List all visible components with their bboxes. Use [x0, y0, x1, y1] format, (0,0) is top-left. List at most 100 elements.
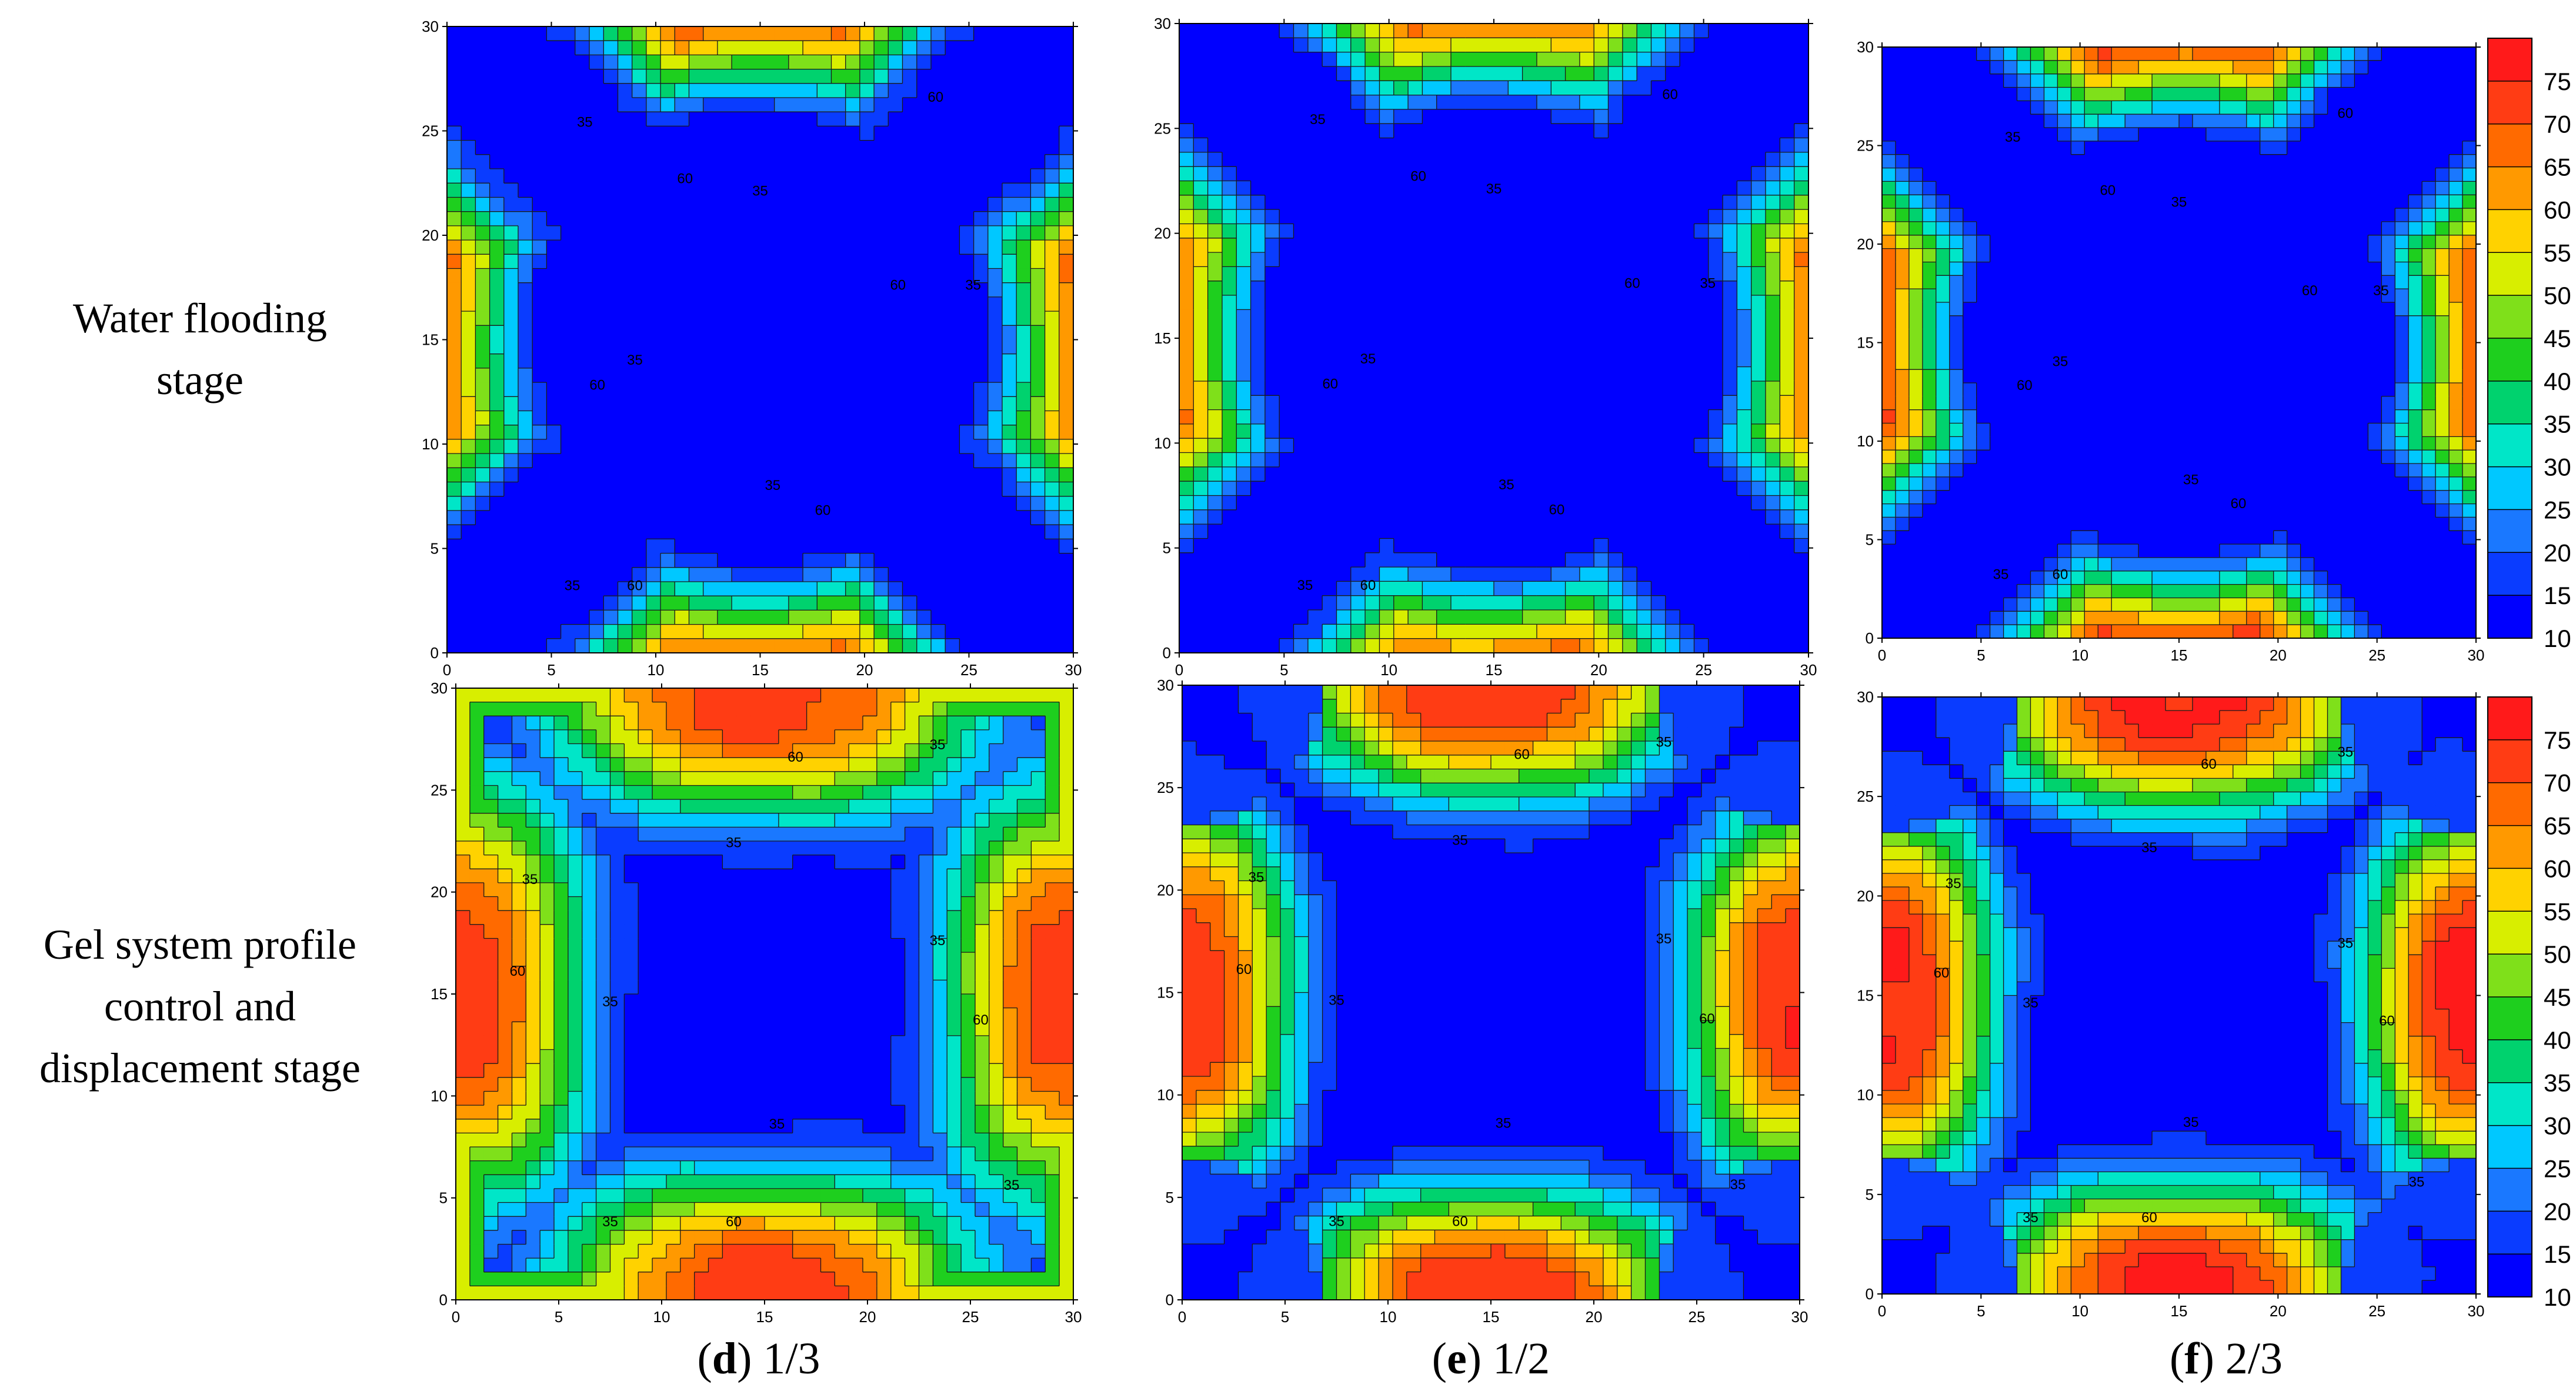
contour-cell [1365, 610, 1380, 625]
contour-cell [1264, 624, 1280, 639]
contour-cell [1479, 52, 1494, 67]
contour-cell [2179, 221, 2193, 236]
contour-cell [930, 225, 946, 241]
contour-cell [2179, 101, 2193, 115]
contour-cell [2138, 275, 2153, 289]
contour-cell [1422, 295, 1437, 311]
contour-cell [2233, 128, 2247, 142]
contour-cell [746, 439, 761, 454]
contour-cell [1179, 38, 1194, 53]
contour-cell [1651, 38, 1666, 53]
contour-cell [845, 624, 860, 639]
contour-cell [1279, 495, 1294, 511]
contour-cell [1393, 610, 1409, 625]
contour-cell [2368, 208, 2383, 222]
contour-cell [1236, 266, 1252, 282]
contour-cell [1279, 238, 1294, 253]
contour-cell [930, 610, 946, 625]
contour-cell [1350, 366, 1366, 382]
contour-cell [675, 55, 690, 70]
contour-cell [817, 382, 832, 398]
contour-cell [888, 126, 903, 141]
contour-cell [959, 567, 975, 582]
contour-cell [1651, 66, 1666, 82]
contour-cell [845, 254, 860, 269]
contour-cell [1365, 281, 1380, 296]
contour-cell [1780, 624, 1795, 639]
contour-cell [2422, 289, 2436, 303]
contour-cell [1030, 225, 1046, 241]
y-tick-label: 20 [1154, 225, 1171, 242]
contour-cell [675, 581, 690, 596]
contour-cell [1250, 124, 1266, 139]
contour-cell [618, 126, 633, 141]
contour-cell [1379, 252, 1394, 268]
contour-cell [1451, 395, 1466, 411]
contour-cell [1751, 252, 1766, 268]
contour-cell [1990, 262, 2004, 276]
contour-cell [902, 468, 917, 483]
contour-cell [746, 425, 761, 440]
contour-cell [930, 553, 946, 568]
contour-cell [2287, 195, 2301, 209]
contour-cell [1494, 52, 1509, 67]
contour-cell [1016, 396, 1032, 412]
contour-cell [888, 311, 903, 326]
contour-cell [1379, 81, 1394, 96]
contour-cell [2395, 235, 2410, 249]
contour-cell [447, 567, 462, 582]
contour-cell [1393, 138, 1409, 153]
contour-cell [1936, 248, 1950, 263]
contour-cell [1322, 209, 1337, 225]
contour-cell [1393, 109, 1409, 125]
contour-cell [1002, 154, 1017, 169]
contour-cell [575, 368, 590, 383]
contour-cell [447, 169, 462, 184]
contour-cell [2381, 315, 2396, 330]
contour-cell [1594, 124, 1609, 139]
contour-cell [2030, 195, 2045, 209]
contour-cell [1508, 438, 1523, 453]
contour-cell [560, 396, 576, 412]
contour-cell [1250, 266, 1266, 282]
contour-cell [489, 254, 505, 269]
contour-cell [589, 69, 605, 84]
contour-cell [2233, 329, 2247, 343]
contour-cell [959, 268, 975, 283]
contour-cell [2205, 60, 2220, 75]
contour-cell [2368, 101, 2383, 115]
contour-cell [2003, 141, 2018, 155]
contour-cell [2205, 114, 2220, 128]
contour-cell [2138, 302, 2153, 316]
contour-cell [1293, 38, 1309, 53]
contour-cell [1895, 195, 1910, 209]
contour-cell [489, 396, 505, 412]
contour-cell [2435, 141, 2450, 155]
contour-cell [2003, 248, 2018, 263]
contour-cell [1622, 323, 1637, 339]
contour-cell [1279, 252, 1294, 268]
contour-cell [1694, 352, 1709, 368]
contour-cell [1002, 638, 1017, 653]
contour-cell [1976, 248, 1991, 263]
contour-cell [1350, 595, 1366, 611]
contour-cell [902, 55, 917, 70]
contour-cell [1045, 311, 1060, 326]
contour-cell [1059, 55, 1074, 70]
contour-cell [1264, 610, 1280, 625]
contour-cell [1522, 352, 1537, 368]
contour-cell [2381, 275, 2396, 289]
contour-cell [1222, 495, 1237, 511]
contour-cell [575, 525, 590, 540]
contour-cell [475, 126, 490, 141]
contour-cell [1350, 238, 1366, 253]
contour-cell [675, 282, 690, 298]
contour-cell [689, 439, 704, 454]
contour-cell [2449, 248, 2463, 263]
contour-cell [632, 282, 647, 298]
contour-cell [1350, 409, 1366, 425]
contour-cell [1594, 352, 1609, 368]
contour-cell [1665, 595, 1680, 611]
contour-cell [1479, 481, 1494, 496]
contour-cell [1207, 38, 1223, 53]
